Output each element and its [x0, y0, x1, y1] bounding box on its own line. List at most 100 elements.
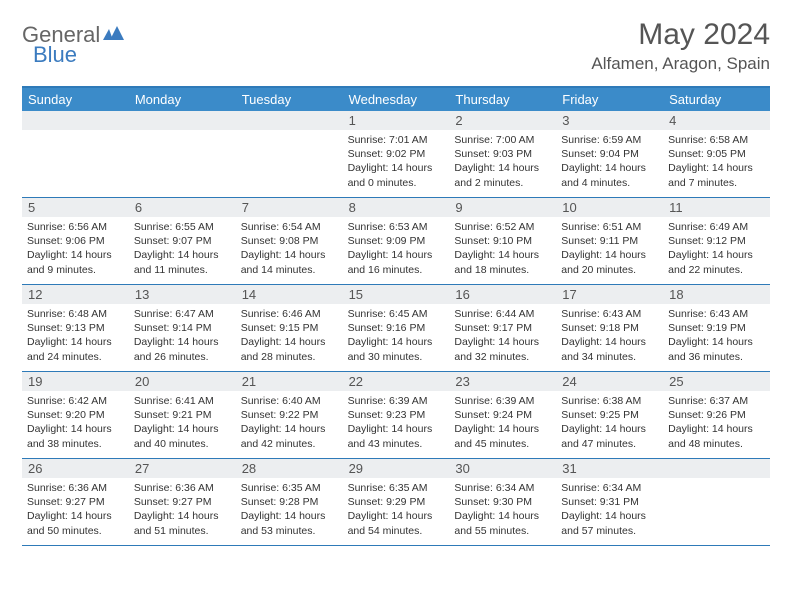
day-number: 7: [236, 198, 343, 217]
cell-body: Sunrise: 6:34 AMSunset: 9:31 PMDaylight:…: [556, 478, 663, 542]
day-number: 28: [236, 459, 343, 478]
calendar-cell: 18Sunrise: 6:43 AMSunset: 9:19 PMDayligh…: [663, 285, 770, 371]
day-number: 23: [449, 372, 556, 391]
cell-body: Sunrise: 6:46 AMSunset: 9:15 PMDaylight:…: [236, 304, 343, 368]
cell-body: Sunrise: 6:39 AMSunset: 9:23 PMDaylight:…: [343, 391, 450, 455]
calendar-cell: 30Sunrise: 6:34 AMSunset: 9:30 PMDayligh…: [449, 459, 556, 545]
cell-body: Sunrise: 6:35 AMSunset: 9:29 PMDaylight:…: [343, 478, 450, 542]
day-number: 3: [556, 111, 663, 130]
cell-body: Sunrise: 7:01 AMSunset: 9:02 PMDaylight:…: [343, 130, 450, 194]
month-title: May 2024: [591, 18, 770, 52]
calendar-cell: [663, 459, 770, 545]
calendar-cell: 22Sunrise: 6:39 AMSunset: 9:23 PMDayligh…: [343, 372, 450, 458]
calendar-cell: 28Sunrise: 6:35 AMSunset: 9:28 PMDayligh…: [236, 459, 343, 545]
cell-body: Sunrise: 6:38 AMSunset: 9:25 PMDaylight:…: [556, 391, 663, 455]
day-header-row: SundayMondayTuesdayWednesdayThursdayFrid…: [22, 88, 770, 111]
logo-icon: [103, 22, 125, 48]
day-number: 22: [343, 372, 450, 391]
day-number: 8: [343, 198, 450, 217]
cell-body: Sunrise: 6:55 AMSunset: 9:07 PMDaylight:…: [129, 217, 236, 281]
calendar-cell: 23Sunrise: 6:39 AMSunset: 9:24 PMDayligh…: [449, 372, 556, 458]
calendar-cell: 10Sunrise: 6:51 AMSunset: 9:11 PMDayligh…: [556, 198, 663, 284]
day-number: 31: [556, 459, 663, 478]
location: Alfamen, Aragon, Spain: [591, 54, 770, 74]
calendar-cell: 1Sunrise: 7:01 AMSunset: 9:02 PMDaylight…: [343, 111, 450, 197]
calendar-week: 19Sunrise: 6:42 AMSunset: 9:20 PMDayligh…: [22, 372, 770, 459]
cell-body: Sunrise: 6:47 AMSunset: 9:14 PMDaylight:…: [129, 304, 236, 368]
day-number: [663, 459, 770, 478]
calendar-cell: 27Sunrise: 6:36 AMSunset: 9:27 PMDayligh…: [129, 459, 236, 545]
cell-body: Sunrise: 7:00 AMSunset: 9:03 PMDaylight:…: [449, 130, 556, 194]
cell-body: Sunrise: 6:36 AMSunset: 9:27 PMDaylight:…: [129, 478, 236, 542]
calendar-week: 1Sunrise: 7:01 AMSunset: 9:02 PMDaylight…: [22, 111, 770, 198]
cell-body: Sunrise: 6:39 AMSunset: 9:24 PMDaylight:…: [449, 391, 556, 455]
day-number: 18: [663, 285, 770, 304]
calendar-cell: [129, 111, 236, 197]
day-header-cell: Friday: [556, 88, 663, 111]
cell-body: Sunrise: 6:34 AMSunset: 9:30 PMDaylight:…: [449, 478, 556, 542]
day-number: 16: [449, 285, 556, 304]
day-number: 25: [663, 372, 770, 391]
day-number: 24: [556, 372, 663, 391]
day-header-cell: Wednesday: [343, 88, 450, 111]
cell-body: Sunrise: 6:35 AMSunset: 9:28 PMDaylight:…: [236, 478, 343, 542]
cell-body: Sunrise: 6:43 AMSunset: 9:19 PMDaylight:…: [663, 304, 770, 368]
calendar-cell: 15Sunrise: 6:45 AMSunset: 9:16 PMDayligh…: [343, 285, 450, 371]
calendar-cell: 17Sunrise: 6:43 AMSunset: 9:18 PMDayligh…: [556, 285, 663, 371]
calendar-cell: 4Sunrise: 6:58 AMSunset: 9:05 PMDaylight…: [663, 111, 770, 197]
day-number: 14: [236, 285, 343, 304]
cell-body: Sunrise: 6:54 AMSunset: 9:08 PMDaylight:…: [236, 217, 343, 281]
calendar-cell: 9Sunrise: 6:52 AMSunset: 9:10 PMDaylight…: [449, 198, 556, 284]
cell-body: Sunrise: 6:36 AMSunset: 9:27 PMDaylight:…: [22, 478, 129, 542]
day-header-cell: Monday: [129, 88, 236, 111]
cell-body: Sunrise: 6:48 AMSunset: 9:13 PMDaylight:…: [22, 304, 129, 368]
day-number: [236, 111, 343, 130]
cell-body: Sunrise: 6:42 AMSunset: 9:20 PMDaylight:…: [22, 391, 129, 455]
calendar-cell: 19Sunrise: 6:42 AMSunset: 9:20 PMDayligh…: [22, 372, 129, 458]
calendar-cell: 16Sunrise: 6:44 AMSunset: 9:17 PMDayligh…: [449, 285, 556, 371]
calendar-week: 12Sunrise: 6:48 AMSunset: 9:13 PMDayligh…: [22, 285, 770, 372]
day-number: 20: [129, 372, 236, 391]
calendar-cell: 11Sunrise: 6:49 AMSunset: 9:12 PMDayligh…: [663, 198, 770, 284]
calendar-cell: 14Sunrise: 6:46 AMSunset: 9:15 PMDayligh…: [236, 285, 343, 371]
day-header-cell: Thursday: [449, 88, 556, 111]
day-number: 11: [663, 198, 770, 217]
day-number: 5: [22, 198, 129, 217]
day-number: 6: [129, 198, 236, 217]
calendar-cell: 31Sunrise: 6:34 AMSunset: 9:31 PMDayligh…: [556, 459, 663, 545]
calendar-cell: 21Sunrise: 6:40 AMSunset: 9:22 PMDayligh…: [236, 372, 343, 458]
calendar-week: 26Sunrise: 6:36 AMSunset: 9:27 PMDayligh…: [22, 459, 770, 546]
day-number: 1: [343, 111, 450, 130]
calendar-cell: 8Sunrise: 6:53 AMSunset: 9:09 PMDaylight…: [343, 198, 450, 284]
cell-body: Sunrise: 6:43 AMSunset: 9:18 PMDaylight:…: [556, 304, 663, 368]
day-number: 4: [663, 111, 770, 130]
day-number: [22, 111, 129, 130]
cell-body: Sunrise: 6:56 AMSunset: 9:06 PMDaylight:…: [22, 217, 129, 281]
cell-body: Sunrise: 6:37 AMSunset: 9:26 PMDaylight:…: [663, 391, 770, 455]
day-header-cell: Sunday: [22, 88, 129, 111]
calendar-cell: 6Sunrise: 6:55 AMSunset: 9:07 PMDaylight…: [129, 198, 236, 284]
calendar-cell: 3Sunrise: 6:59 AMSunset: 9:04 PMDaylight…: [556, 111, 663, 197]
cell-body: Sunrise: 6:59 AMSunset: 9:04 PMDaylight:…: [556, 130, 663, 194]
calendar-cell: 29Sunrise: 6:35 AMSunset: 9:29 PMDayligh…: [343, 459, 450, 545]
logo-text-2: Blue: [33, 42, 77, 68]
day-number: 10: [556, 198, 663, 217]
calendar-cell: 5Sunrise: 6:56 AMSunset: 9:06 PMDaylight…: [22, 198, 129, 284]
day-number: 26: [22, 459, 129, 478]
cell-body: Sunrise: 6:44 AMSunset: 9:17 PMDaylight:…: [449, 304, 556, 368]
day-number: 29: [343, 459, 450, 478]
day-header-cell: Tuesday: [236, 88, 343, 111]
cell-body: Sunrise: 6:40 AMSunset: 9:22 PMDaylight:…: [236, 391, 343, 455]
day-number: 13: [129, 285, 236, 304]
day-number: 15: [343, 285, 450, 304]
calendar-cell: 25Sunrise: 6:37 AMSunset: 9:26 PMDayligh…: [663, 372, 770, 458]
cell-body: Sunrise: 6:49 AMSunset: 9:12 PMDaylight:…: [663, 217, 770, 281]
calendar: SundayMondayTuesdayWednesdayThursdayFrid…: [22, 86, 770, 546]
day-number: 9: [449, 198, 556, 217]
day-number: 17: [556, 285, 663, 304]
day-number: 19: [22, 372, 129, 391]
calendar-week: 5Sunrise: 6:56 AMSunset: 9:06 PMDaylight…: [22, 198, 770, 285]
cell-body: Sunrise: 6:52 AMSunset: 9:10 PMDaylight:…: [449, 217, 556, 281]
calendar-cell: 2Sunrise: 7:00 AMSunset: 9:03 PMDaylight…: [449, 111, 556, 197]
calendar-cell: 13Sunrise: 6:47 AMSunset: 9:14 PMDayligh…: [129, 285, 236, 371]
